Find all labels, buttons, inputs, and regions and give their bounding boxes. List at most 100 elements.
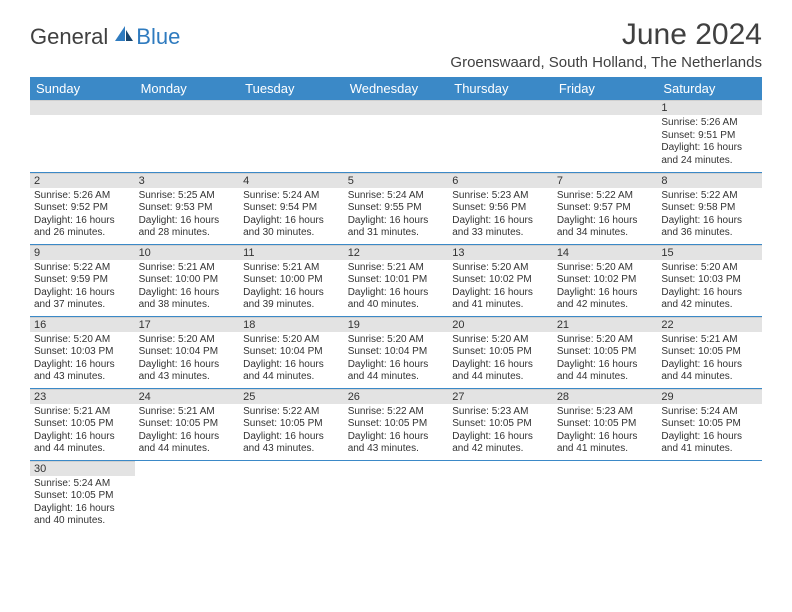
sunset-line: Sunset: 10:04 PM <box>139 346 236 359</box>
weekday-header: Tuesday <box>239 77 344 100</box>
sunrise-line: Sunrise: 5:21 AM <box>139 262 236 275</box>
sunrise-line: Sunrise: 5:21 AM <box>34 406 131 419</box>
day-details: Sunrise: 5:26 AMSunset: 9:51 PMDaylight:… <box>657 115 762 171</box>
calendar-day: 22Sunrise: 5:21 AMSunset: 10:05 PMDaylig… <box>657 316 762 388</box>
sunrise-line: Sunrise: 5:24 AM <box>348 190 445 203</box>
day-number: 6 <box>448 173 553 188</box>
day-details: Sunrise: 5:24 AMSunset: 9:54 PMDaylight:… <box>239 188 344 244</box>
empty-bar <box>239 100 344 115</box>
calendar-day: 12Sunrise: 5:21 AMSunset: 10:01 PMDaylig… <box>344 244 449 316</box>
sunrise-line: Sunrise: 5:21 AM <box>139 406 236 419</box>
sunrise-line: Sunrise: 5:22 AM <box>348 406 445 419</box>
daylight-line: Daylight: 16 hours and 43 minutes. <box>243 431 340 456</box>
day-number: 28 <box>553 389 658 404</box>
sunset-line: Sunset: 10:05 PM <box>452 346 549 359</box>
sunset-line: Sunset: 10:03 PM <box>34 346 131 359</box>
day-number: 24 <box>135 389 240 404</box>
weekday-header: Monday <box>135 77 240 100</box>
day-number: 1 <box>657 100 762 115</box>
day-details: Sunrise: 5:20 AMSunset: 10:02 PMDaylight… <box>553 260 658 316</box>
sunset-line: Sunset: 9:59 PM <box>34 274 131 287</box>
calendar-empty <box>344 100 449 172</box>
sunset-line: Sunset: 10:05 PM <box>452 418 549 431</box>
sunset-line: Sunset: 9:58 PM <box>661 202 758 215</box>
day-number: 14 <box>553 245 658 260</box>
sunset-line: Sunset: 10:04 PM <box>348 346 445 359</box>
daylight-line: Daylight: 16 hours and 39 minutes. <box>243 287 340 312</box>
calendar-page: General Blue June 2024 Groenswaard, Sout… <box>0 0 792 550</box>
sunrise-line: Sunrise: 5:23 AM <box>452 406 549 419</box>
calendar-empty <box>448 100 553 172</box>
day-details: Sunrise: 5:24 AMSunset: 9:55 PMDaylight:… <box>344 188 449 244</box>
day-details: Sunrise: 5:20 AMSunset: 10:02 PMDaylight… <box>448 260 553 316</box>
calendar-empty <box>30 100 135 172</box>
daylight-line: Daylight: 16 hours and 40 minutes. <box>348 287 445 312</box>
sunset-line: Sunset: 10:02 PM <box>557 274 654 287</box>
calendar-day: 21Sunrise: 5:20 AMSunset: 10:05 PMDaylig… <box>553 316 658 388</box>
calendar-day: 23Sunrise: 5:21 AMSunset: 10:05 PMDaylig… <box>30 388 135 460</box>
sunrise-line: Sunrise: 5:24 AM <box>243 190 340 203</box>
sunrise-line: Sunrise: 5:20 AM <box>348 334 445 347</box>
calendar-day: 14Sunrise: 5:20 AMSunset: 10:02 PMDaylig… <box>553 244 658 316</box>
day-details: Sunrise: 5:21 AMSunset: 10:05 PMDaylight… <box>30 404 135 460</box>
sunset-line: Sunset: 10:05 PM <box>243 418 340 431</box>
day-details: Sunrise: 5:20 AMSunset: 10:04 PMDaylight… <box>135 332 240 388</box>
calendar-head: SundayMondayTuesdayWednesdayThursdayFrid… <box>30 77 762 100</box>
sunset-line: Sunset: 9:56 PM <box>452 202 549 215</box>
calendar-day: 20Sunrise: 5:20 AMSunset: 10:05 PMDaylig… <box>448 316 553 388</box>
sunrise-line: Sunrise: 5:21 AM <box>661 334 758 347</box>
calendar-day: 13Sunrise: 5:20 AMSunset: 10:02 PMDaylig… <box>448 244 553 316</box>
calendar-day: 9Sunrise: 5:22 AMSunset: 9:59 PMDaylight… <box>30 244 135 316</box>
calendar-day: 8Sunrise: 5:22 AMSunset: 9:58 PMDaylight… <box>657 172 762 244</box>
sunset-line: Sunset: 10:05 PM <box>661 418 758 431</box>
day-number: 18 <box>239 317 344 332</box>
empty-bar <box>448 100 553 115</box>
day-number: 8 <box>657 173 762 188</box>
sunrise-line: Sunrise: 5:22 AM <box>243 406 340 419</box>
day-number: 29 <box>657 389 762 404</box>
day-number: 26 <box>344 389 449 404</box>
day-details: Sunrise: 5:22 AMSunset: 10:05 PMDaylight… <box>344 404 449 460</box>
daylight-line: Daylight: 16 hours and 24 minutes. <box>661 142 758 167</box>
calendar-day: 26Sunrise: 5:22 AMSunset: 10:05 PMDaylig… <box>344 388 449 460</box>
sunrise-line: Sunrise: 5:22 AM <box>661 190 758 203</box>
day-number: 11 <box>239 245 344 260</box>
calendar-empty <box>239 460 344 532</box>
calendar-day: 19Sunrise: 5:20 AMSunset: 10:04 PMDaylig… <box>344 316 449 388</box>
day-details: Sunrise: 5:23 AMSunset: 9:56 PMDaylight:… <box>448 188 553 244</box>
calendar-table: SundayMondayTuesdayWednesdayThursdayFrid… <box>30 77 762 532</box>
sunset-line: Sunset: 10:02 PM <box>452 274 549 287</box>
calendar-empty <box>448 460 553 532</box>
day-number: 23 <box>30 389 135 404</box>
sunrise-line: Sunrise: 5:23 AM <box>452 190 549 203</box>
daylight-line: Daylight: 16 hours and 30 minutes. <box>243 215 340 240</box>
calendar-body: 1Sunrise: 5:26 AMSunset: 9:51 PMDaylight… <box>30 100 762 532</box>
sunset-line: Sunset: 9:57 PM <box>557 202 654 215</box>
day-number: 15 <box>657 245 762 260</box>
day-details: Sunrise: 5:23 AMSunset: 10:05 PMDaylight… <box>553 404 658 460</box>
daylight-line: Daylight: 16 hours and 44 minutes. <box>348 359 445 384</box>
title-block: June 2024 Groenswaard, South Holland, Th… <box>450 18 762 71</box>
calendar-empty <box>553 100 658 172</box>
daylight-line: Daylight: 16 hours and 38 minutes. <box>139 287 236 312</box>
daylight-line: Daylight: 16 hours and 37 minutes. <box>34 287 131 312</box>
logo-text-general: General <box>30 24 108 50</box>
daylight-line: Daylight: 16 hours and 44 minutes. <box>661 359 758 384</box>
daylight-line: Daylight: 16 hours and 41 minutes. <box>557 431 654 456</box>
sunset-line: Sunset: 9:51 PM <box>661 130 758 143</box>
day-details: Sunrise: 5:23 AMSunset: 10:05 PMDaylight… <box>448 404 553 460</box>
day-number: 9 <box>30 245 135 260</box>
day-details: Sunrise: 5:20 AMSunset: 10:05 PMDaylight… <box>553 332 658 388</box>
calendar-empty <box>344 460 449 532</box>
logo-text-blue: Blue <box>136 24 180 50</box>
day-number: 10 <box>135 245 240 260</box>
daylight-line: Daylight: 16 hours and 44 minutes. <box>243 359 340 384</box>
sunset-line: Sunset: 9:54 PM <box>243 202 340 215</box>
sunrise-line: Sunrise: 5:20 AM <box>139 334 236 347</box>
logo: General Blue <box>30 18 180 50</box>
day-details: Sunrise: 5:20 AMSunset: 10:04 PMDaylight… <box>239 332 344 388</box>
daylight-line: Daylight: 16 hours and 42 minutes. <box>661 287 758 312</box>
day-number: 30 <box>30 461 135 476</box>
day-number: 5 <box>344 173 449 188</box>
daylight-line: Daylight: 16 hours and 44 minutes. <box>557 359 654 384</box>
